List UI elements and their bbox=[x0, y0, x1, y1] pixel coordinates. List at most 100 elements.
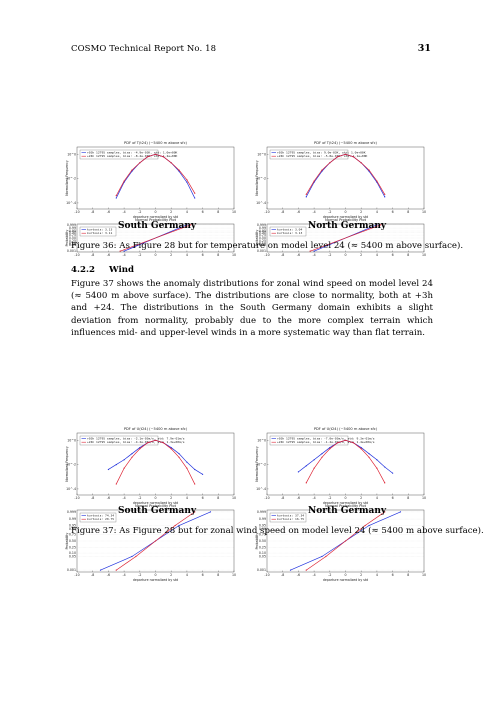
x-tick-label: 10 bbox=[422, 573, 426, 577]
data-point bbox=[154, 153, 157, 155]
data-point bbox=[186, 224, 188, 226]
data-point bbox=[178, 456, 180, 458]
x-tick-label: 4 bbox=[376, 210, 378, 214]
x-tick-label: 4 bbox=[376, 496, 378, 500]
data-point bbox=[376, 224, 378, 226]
x-tick-label: 6 bbox=[202, 253, 204, 257]
data-point bbox=[123, 459, 125, 461]
data-point bbox=[194, 192, 196, 194]
x-tick-label: 2 bbox=[170, 210, 172, 214]
data-point bbox=[313, 180, 315, 182]
data-point bbox=[297, 471, 299, 473]
y-tick-label: 0.25 bbox=[259, 239, 266, 243]
x-tick-label: -4 bbox=[123, 253, 126, 257]
data-point bbox=[376, 180, 378, 182]
x-tick-label: 0 bbox=[344, 253, 346, 257]
data-point bbox=[170, 446, 172, 449]
x-tick-label: 10 bbox=[232, 253, 236, 257]
x-tick-label: 2 bbox=[170, 573, 172, 577]
y-tick-label: 0.99 bbox=[259, 226, 266, 230]
y-tick-label: 0.001 bbox=[257, 568, 266, 572]
y-axis-label: Probability bbox=[65, 532, 69, 549]
x-tick-label: -2 bbox=[328, 573, 331, 577]
y-tick-label: 0.99 bbox=[69, 517, 76, 521]
y-tick-label: 0.999 bbox=[67, 510, 76, 514]
x-tick-label: -6 bbox=[297, 573, 300, 577]
x-tick-label: -4 bbox=[123, 573, 126, 577]
running-header: COSMO Technical Report No. 18 bbox=[71, 44, 217, 54]
x-tick-label: 8 bbox=[217, 573, 219, 577]
series-line-03h bbox=[108, 439, 203, 475]
data-point bbox=[305, 196, 307, 198]
body-paragraph: Figure 37 shows the anomaly distribution… bbox=[71, 279, 433, 338]
series-line-24h bbox=[305, 153, 386, 195]
chart-title: PDF of T(t24) (~5400 m above sfc) bbox=[124, 141, 187, 145]
y-tick-label: 0.25 bbox=[69, 239, 76, 243]
x-tick-label: 0 bbox=[154, 496, 156, 500]
x-tick-label: -10 bbox=[74, 496, 79, 500]
legend-entry: kurtosis: 3.11 bbox=[87, 231, 112, 235]
x-axis-label: departure normalized by std bbox=[133, 215, 178, 219]
data-point bbox=[368, 453, 370, 455]
x-tick-label: -6 bbox=[107, 573, 110, 577]
x-tick-label: 4 bbox=[186, 210, 188, 214]
y-tick-label: 0.05 bbox=[259, 243, 266, 247]
x-tick-label: 4 bbox=[186, 573, 188, 577]
data-point bbox=[384, 482, 386, 484]
y-tick-label: 0.05 bbox=[259, 554, 266, 558]
x-tick-label: -10 bbox=[264, 210, 269, 214]
data-point bbox=[344, 540, 347, 542]
series-line-03h bbox=[298, 439, 393, 474]
legend-box bbox=[269, 435, 349, 446]
x-tick-label: 10 bbox=[422, 496, 426, 500]
x-tick-label: -4 bbox=[313, 573, 316, 577]
y-tick-label: 0.001 bbox=[257, 249, 266, 253]
fig36-north-label: North Germany bbox=[308, 221, 387, 231]
y-tick-label: 10^-2 bbox=[66, 463, 76, 467]
data-point bbox=[360, 448, 362, 450]
x-tick-label: 2 bbox=[360, 253, 362, 257]
x-tick-label: -4 bbox=[123, 496, 126, 500]
data-point bbox=[139, 162, 141, 164]
x-tick-label: -8 bbox=[91, 573, 94, 577]
data-point bbox=[313, 467, 315, 469]
fig37-south-npp-chart: Normal Probability Plot -10 -8 -6 -4 -2 0 2 4 6 8 1… bbox=[62, 502, 242, 586]
x-tick-label: 8 bbox=[407, 210, 409, 214]
x-tick-label: 8 bbox=[217, 253, 219, 257]
data-point bbox=[392, 472, 394, 474]
x-tick-label: 4 bbox=[186, 496, 188, 500]
x-tick-label: -10 bbox=[74, 253, 79, 257]
fig37-north-npp-chart: Normal Probability Plot -10 -8 -6 -4 -2 0 2 4 6 8 1… bbox=[252, 502, 432, 586]
data-point bbox=[154, 540, 157, 542]
data-point bbox=[309, 250, 311, 252]
data-point bbox=[139, 448, 141, 450]
data-point bbox=[202, 473, 204, 475]
y-tick-label: 0.999 bbox=[257, 223, 266, 227]
y-axis-label: Normalized Frequency bbox=[255, 160, 259, 196]
y-tick-label: 0.10 bbox=[69, 241, 76, 245]
data-point bbox=[115, 195, 117, 197]
x-tick-label: 4 bbox=[186, 253, 188, 257]
x-tick-label: -4 bbox=[313, 210, 316, 214]
y-tick-label: 0.001 bbox=[67, 568, 76, 572]
legend-box bbox=[269, 512, 307, 523]
x-tick-label: 6 bbox=[392, 573, 394, 577]
x-tick-label: 10 bbox=[232, 573, 236, 577]
data-point bbox=[162, 156, 164, 158]
section-number: 4.2.2 bbox=[71, 265, 95, 275]
data-point bbox=[131, 456, 133, 458]
data-point bbox=[321, 456, 323, 458]
data-point bbox=[186, 181, 188, 183]
chart-title: PDF of T(t24) (~5400 m above sfc) bbox=[314, 141, 377, 145]
data-point bbox=[174, 524, 176, 527]
data-point bbox=[115, 483, 117, 485]
data-point bbox=[194, 483, 196, 485]
page-number: 31 bbox=[417, 43, 431, 54]
data-point bbox=[337, 442, 339, 444]
x-tick-label: -2 bbox=[328, 253, 331, 257]
y-tick-label: 0.10 bbox=[259, 551, 266, 555]
data-point bbox=[131, 555, 133, 558]
y-tick-label: 0.25 bbox=[259, 545, 266, 549]
data-point bbox=[190, 224, 192, 226]
data-point bbox=[99, 569, 102, 571]
